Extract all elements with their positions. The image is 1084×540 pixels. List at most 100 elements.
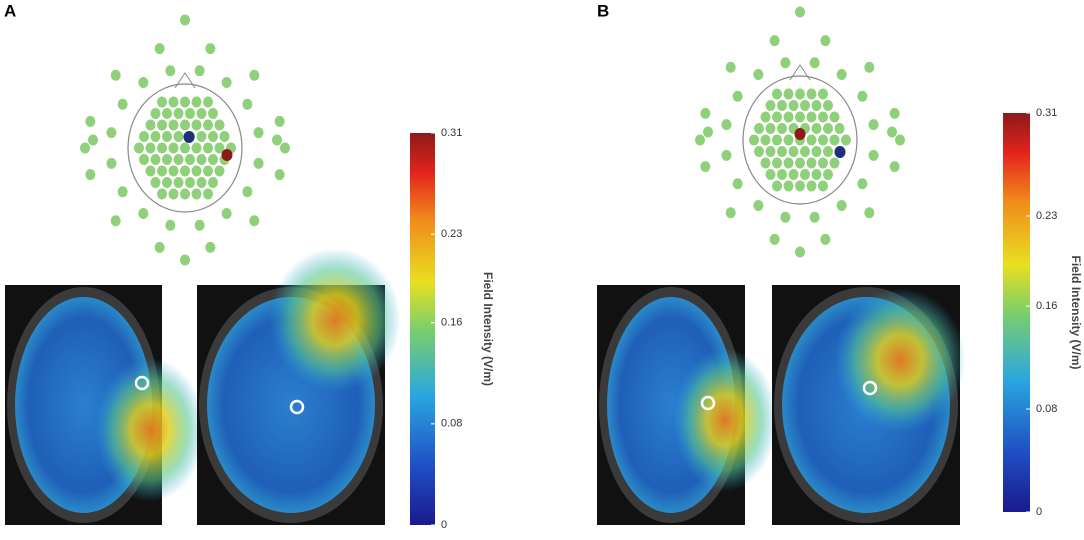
electrode [836, 69, 847, 81]
electrode [191, 165, 202, 177]
electrode [783, 88, 794, 100]
electrode [80, 142, 90, 154]
electrode [191, 142, 202, 154]
electrode [788, 169, 799, 180]
electrode [249, 215, 260, 227]
electrode [753, 199, 764, 211]
electrode [154, 43, 165, 55]
electrode [820, 35, 831, 47]
electrode [795, 88, 805, 100]
electrode [760, 111, 771, 123]
nose [789, 64, 811, 81]
electrode [769, 35, 780, 47]
electrode [889, 161, 900, 173]
electrode [895, 134, 905, 146]
electrode [180, 165, 190, 177]
electrode [765, 100, 776, 111]
electrode [823, 100, 833, 111]
electrode [274, 169, 285, 181]
electrode [806, 180, 817, 192]
electrode [162, 177, 172, 188]
electrode [117, 186, 128, 198]
electrode [139, 154, 149, 165]
field-hotspot [834, 288, 966, 432]
stim-electrode [834, 146, 846, 158]
electrode [806, 134, 817, 146]
colorbar-tick-label: 0.23 [1036, 210, 1057, 222]
electrode [818, 180, 828, 192]
electrode [110, 215, 121, 227]
electrode [191, 96, 202, 108]
electrode [196, 131, 207, 142]
electrode [145, 165, 156, 177]
electrode [157, 165, 167, 177]
electrode [168, 188, 179, 200]
electrode [185, 177, 195, 188]
electrode [157, 119, 167, 131]
electrode [820, 233, 831, 245]
electrode [180, 96, 190, 108]
electrode [754, 146, 764, 157]
colorbar [1003, 113, 1030, 512]
electrode [208, 177, 218, 188]
electrode [150, 154, 161, 165]
electrode [811, 123, 822, 134]
electrode [165, 219, 176, 231]
electrode [208, 154, 218, 165]
electrode [157, 188, 167, 200]
electrode [811, 169, 822, 180]
electrode [196, 154, 207, 165]
electrode [219, 131, 230, 142]
electrode [818, 134, 828, 146]
electrode [800, 100, 810, 111]
electrode [168, 119, 179, 131]
colorbar-tick-label: 0.31 [441, 127, 462, 139]
electrode [157, 96, 167, 108]
electrode [725, 61, 736, 73]
electrode [795, 157, 805, 169]
electrode [760, 157, 771, 169]
electrode [196, 108, 207, 119]
electrode [864, 207, 875, 219]
colorbar-tick-label: 0.08 [441, 418, 462, 430]
electrode [168, 165, 179, 177]
electrode [106, 127, 117, 139]
electrode [274, 115, 285, 127]
electrode [180, 14, 190, 26]
electrode [194, 219, 205, 231]
electrode [168, 96, 179, 108]
electrode [836, 199, 847, 211]
electrode [857, 178, 868, 190]
electrode [769, 233, 780, 245]
electrode [777, 169, 787, 180]
electrode [725, 207, 736, 219]
electrode [191, 188, 202, 200]
target-marker [289, 399, 305, 415]
electrode [150, 108, 161, 119]
head-outline [742, 75, 858, 205]
colorbar-title: Field Intensity (V/m) [481, 272, 495, 386]
electrode [700, 107, 711, 119]
electrode [194, 65, 205, 77]
electrode [864, 61, 875, 73]
electrode [887, 126, 897, 138]
electrode [777, 100, 787, 111]
electrode [180, 188, 190, 200]
electrode [818, 88, 828, 100]
electrode [721, 149, 732, 161]
electrode [106, 157, 117, 169]
electrode [783, 111, 794, 123]
electrode [168, 142, 179, 154]
electrode [162, 108, 172, 119]
electrode [800, 169, 810, 180]
electrode [823, 123, 833, 134]
electrode [110, 69, 121, 81]
electrode [173, 108, 184, 119]
electrode [868, 149, 879, 161]
colorbar-tick-label: 0.16 [1036, 300, 1057, 312]
electrode [88, 134, 98, 146]
electrode [162, 131, 172, 142]
electrode [765, 146, 776, 157]
electrode [242, 186, 253, 198]
electrode [806, 88, 817, 100]
